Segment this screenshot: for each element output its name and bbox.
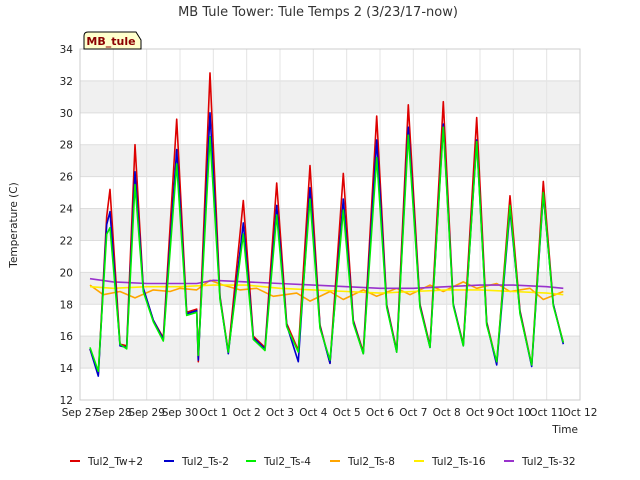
- band: [80, 272, 580, 305]
- x-tick-label: Oct 10: [496, 407, 531, 419]
- legend-label: Tul2_Ts-4: [263, 456, 311, 468]
- y-tick-label: 30: [60, 108, 73, 120]
- x-tick-label: Oct 7: [399, 407, 427, 419]
- chart-title: MB Tule Tower: Tule Temps 2 (3/23/17-now…: [178, 5, 458, 20]
- x-tick-label: Oct 11: [529, 407, 564, 419]
- plot-frame: [79, 48, 581, 401]
- x-tick-label: Oct 6: [366, 407, 394, 419]
- x-tick-label: Sep 27: [62, 407, 99, 419]
- band: [80, 208, 580, 241]
- x-tick-label: Oct 5: [333, 407, 361, 419]
- y-tick-label: 14: [60, 363, 74, 375]
- legend-label: Tul2_Ts-2: [181, 456, 229, 468]
- station-badge-shape: [83, 31, 142, 50]
- background-bands: [80, 80, 580, 369]
- y-tick-label: 22: [60, 235, 73, 247]
- band: [80, 80, 580, 113]
- y-tick-label: 34: [60, 44, 74, 56]
- x-tick-label: Sep 30: [162, 407, 199, 419]
- legend-label: Tul2_Ts-8: [347, 456, 395, 468]
- y-tick-label: 18: [60, 299, 73, 311]
- y-axis-ticks: 12 14 16 18 20 22 24 26 28 30 32 34: [60, 44, 74, 407]
- x-tick-label: Oct 1: [199, 407, 227, 419]
- y-tick-label: 20: [60, 267, 73, 279]
- series-lines: [89, 72, 565, 377]
- series-line-tul2-ts-32: [89, 277, 564, 290]
- y-tick-label: 32: [60, 76, 73, 88]
- series-line-tul2-ts-16: [89, 284, 564, 296]
- x-tick-label: Oct 8: [433, 407, 461, 419]
- legend-label: Tul2_Tw+2: [87, 456, 143, 468]
- x-tick-label: Oct 2: [233, 407, 261, 419]
- x-tick-label: Oct 9: [466, 407, 494, 419]
- y-tick-label: 28: [60, 140, 73, 152]
- y-axis-label: Temperature (C): [8, 182, 20, 268]
- x-axis-label: Time: [551, 424, 578, 436]
- x-tick-label: Oct 4: [299, 407, 327, 419]
- y-tick-label: 12: [60, 395, 73, 407]
- y-tick-label: 26: [60, 172, 74, 184]
- y-tick-label: 16: [60, 331, 74, 343]
- legend-label: Tul2_Ts-32: [521, 456, 576, 468]
- band: [80, 144, 580, 177]
- series-line-tul2-ts-4: [89, 126, 565, 373]
- x-tick-label: Sep 29: [128, 407, 165, 419]
- x-tick-label: Oct 12: [563, 407, 598, 419]
- x-tick-label: Sep 28: [95, 407, 132, 419]
- y-tick-label: 24: [60, 204, 74, 216]
- station-badge: MB_tule: [83, 31, 142, 50]
- x-tick-label: Oct 3: [266, 407, 294, 419]
- legend: Tul2_Tw+2 Tul2_Ts-2 Tul2_Ts-4 Tul2_Ts-8 Tul2…: [70, 456, 576, 468]
- legend-label: Tul2_Ts-16: [431, 456, 486, 468]
- station-badge-label: MB_tule: [86, 35, 135, 48]
